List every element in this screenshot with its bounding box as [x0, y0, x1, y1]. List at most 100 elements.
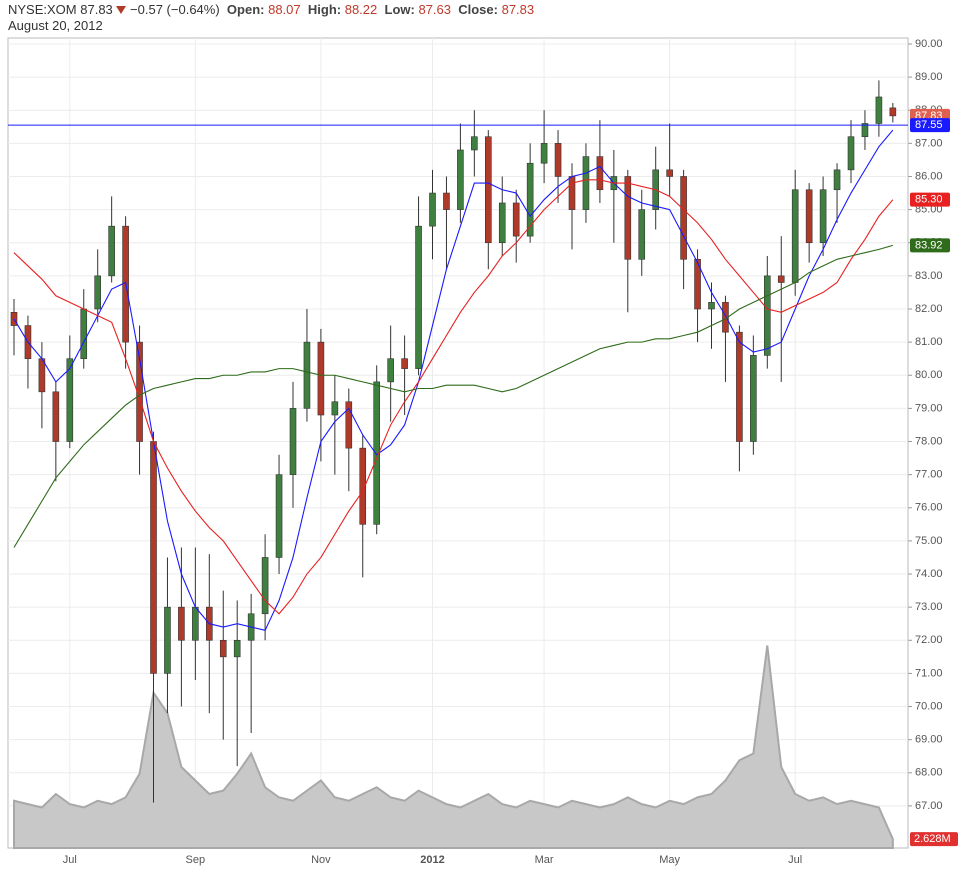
price: 87.83 — [80, 2, 113, 17]
candle-body — [331, 401, 339, 416]
candle-body — [415, 225, 422, 369]
candle-body — [791, 189, 799, 283]
candle-body — [624, 176, 632, 260]
candle-body — [805, 189, 813, 244]
open-label: Open: — [226, 2, 265, 17]
candle-body — [568, 176, 576, 210]
low: 87.63 — [418, 2, 451, 17]
candle-body — [275, 474, 283, 558]
y-tick-label: 75.00 — [915, 535, 943, 547]
candle-body — [457, 149, 464, 210]
candle-body — [763, 275, 771, 356]
y-tick-label: 87.00 — [915, 137, 943, 149]
candle-body — [261, 557, 269, 615]
volume-marker-label: 2.628M — [914, 833, 951, 845]
candle-body — [38, 358, 46, 393]
candle-body — [94, 275, 101, 310]
candle-body — [401, 358, 408, 369]
candle-body — [289, 408, 297, 475]
y-tick-label: 83.00 — [915, 270, 943, 282]
y-tick-label: 68.00 — [915, 767, 943, 779]
candle-body — [66, 358, 74, 442]
candle-body — [680, 176, 687, 260]
y-tick-label: 77.00 — [915, 469, 943, 481]
y-tick-label: 72.00 — [915, 634, 943, 646]
x-tick-label: 2012 — [420, 854, 444, 866]
candle-body — [875, 96, 883, 124]
moving-average — [13, 129, 894, 631]
price-marker — [910, 192, 950, 207]
symbol: NYSE:XOM — [8, 2, 77, 17]
candle-body — [554, 143, 562, 177]
down-arrow — [116, 6, 127, 15]
candle-body — [317, 341, 325, 416]
candle-body — [750, 355, 757, 442]
candle-body — [136, 341, 143, 442]
candle-body — [847, 136, 855, 171]
volume-area — [13, 645, 894, 849]
candle-body — [219, 639, 227, 658]
price-marker-label: 87.55 — [915, 119, 943, 131]
candle-body — [52, 391, 60, 442]
x-tick-label: Nov — [311, 854, 331, 866]
high: 88.22 — [344, 2, 378, 17]
candle-body — [777, 275, 785, 283]
y-tick-label: 86.00 — [915, 170, 943, 182]
price-marker — [910, 118, 950, 133]
x-tick-label: Sep — [186, 854, 206, 866]
candle-body — [80, 308, 88, 359]
y-tick-label: 73.00 — [915, 601, 943, 613]
close-label: Close: — [458, 2, 498, 17]
candle-body — [694, 259, 701, 310]
y-tick-label: 89.00 — [915, 71, 943, 83]
volume-marker — [910, 832, 958, 847]
candle-body — [178, 606, 185, 641]
candle-body — [108, 225, 115, 277]
y-tick-label: 67.00 — [915, 800, 943, 812]
x-tick-label: May — [659, 854, 680, 866]
y-tick-label: 81.00 — [915, 336, 943, 348]
close: 87.83 — [501, 2, 535, 17]
y-tick-label: 79.00 — [915, 402, 943, 414]
candle-body — [359, 447, 367, 525]
price-marker-label: 83.92 — [915, 239, 943, 251]
candle-body — [429, 192, 436, 227]
y-tick-label: 78.00 — [915, 435, 943, 447]
y-tick-label: 69.00 — [915, 734, 943, 746]
candle-body — [708, 302, 715, 310]
candle-body — [471, 136, 478, 151]
candle-body — [582, 156, 590, 210]
candle-body — [303, 341, 311, 409]
open: 88.07 — [268, 2, 301, 17]
candle-body — [150, 441, 157, 674]
y-tick-label: 76.00 — [915, 502, 943, 514]
y-tick-label: 74.00 — [915, 568, 943, 580]
y-tick-label: 71.00 — [915, 667, 943, 679]
moving-average — [13, 244, 894, 548]
y-tick-label: 82.00 — [915, 303, 943, 315]
low-label: Low: — [384, 2, 415, 17]
y-tick-label: 70.00 — [915, 700, 943, 712]
price-marker-label: 85.30 — [915, 194, 943, 206]
quote-line: NYSE:XOM 87.83 −0.57 (−0.64%) Open: 88.0… — [8, 2, 534, 18]
candle-body — [540, 143, 548, 164]
y-tick-label: 90.00 — [915, 38, 943, 50]
candle-body — [833, 169, 841, 191]
change: −0.57 (−0.64%) — [130, 2, 220, 17]
candle-body — [443, 192, 450, 210]
candle-body — [484, 136, 492, 244]
x-tick-label: Mar — [535, 854, 554, 866]
candle-body — [498, 202, 506, 244]
candle-body — [164, 606, 171, 674]
candle-body — [345, 401, 353, 449]
x-tick-label: Jul — [63, 854, 77, 866]
candle-body — [526, 162, 534, 237]
candle-body — [889, 107, 897, 117]
candle-body — [736, 331, 743, 442]
moving-average — [13, 179, 894, 615]
candle-body — [596, 156, 604, 191]
candle-body — [861, 123, 869, 138]
candle-body — [666, 169, 673, 177]
